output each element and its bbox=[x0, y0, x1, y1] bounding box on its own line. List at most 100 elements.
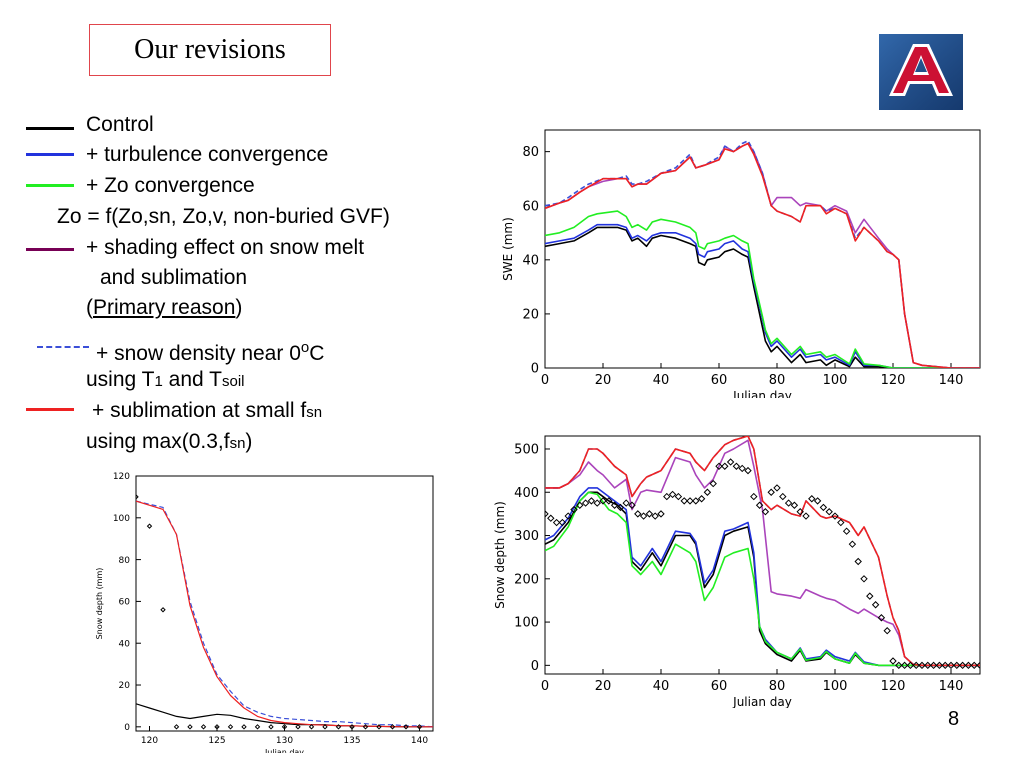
density-line2-sub1: 1 bbox=[154, 373, 163, 390]
y-axis-label: Snow depth (mm) bbox=[493, 501, 507, 609]
x-tick-label: 140 bbox=[939, 679, 964, 694]
sublim-sub: sn bbox=[306, 404, 323, 421]
observed-point bbox=[545, 510, 549, 518]
observed-point bbox=[362, 724, 369, 730]
snow-depth-zoom-chart: 120 125 130 135 140 0 20 40 60 80 100 120 Julian day… bbox=[90, 468, 445, 753]
x-tick-label: 120 bbox=[881, 679, 906, 694]
series-density-line bbox=[545, 436, 980, 667]
legend-item-shading: + shading effect on snow melt bbox=[86, 236, 365, 259]
observed-point bbox=[214, 724, 220, 730]
series-zo-line bbox=[545, 491, 980, 667]
observed-point bbox=[581, 499, 590, 507]
observed-point bbox=[295, 724, 301, 730]
series-observed bbox=[545, 458, 980, 670]
observed-point bbox=[587, 497, 596, 505]
observed-point bbox=[732, 462, 741, 470]
observed-point bbox=[819, 503, 828, 512]
y-tick-label: 40 bbox=[522, 253, 539, 268]
y-tick-label: 200 bbox=[514, 572, 539, 587]
observed-point bbox=[953, 661, 961, 670]
density-line2-b: and T bbox=[162, 368, 222, 391]
series-sublimation-line bbox=[136, 500, 433, 728]
observed-point bbox=[883, 627, 891, 635]
observed-point bbox=[976, 661, 980, 670]
legend-swatch-shading bbox=[26, 248, 74, 251]
observed-point bbox=[941, 661, 949, 670]
sublim-text-a: + sublimation at small f bbox=[92, 399, 307, 422]
density-text-a: + snow density near 0 bbox=[96, 342, 301, 365]
observed-point bbox=[738, 464, 746, 473]
observed-point bbox=[906, 661, 915, 670]
x-tick-label: 100 bbox=[823, 373, 848, 388]
legend-zo-formula: Zo = f(Zo,sn, Zo,v, non-buried GVF) bbox=[57, 205, 390, 228]
observed-point bbox=[558, 518, 567, 527]
legend-primary-reason: (Primary reason) bbox=[86, 295, 242, 321]
observed-point bbox=[616, 503, 625, 512]
density-line2-sub2: soil bbox=[222, 373, 245, 390]
observed-point bbox=[254, 724, 261, 730]
observed-point bbox=[663, 492, 671, 501]
plot-frame bbox=[544, 129, 981, 369]
observed-point bbox=[547, 514, 555, 522]
observed-point bbox=[160, 607, 166, 613]
observed-point bbox=[964, 661, 973, 670]
observed-point bbox=[610, 501, 619, 509]
legend-item-density-line2: using T1 and Tsoil bbox=[86, 367, 245, 393]
observed-point bbox=[552, 518, 561, 527]
slide-title: Our revisions bbox=[89, 24, 331, 76]
observed-point bbox=[570, 505, 578, 514]
y-tick-label: 400 bbox=[514, 486, 539, 501]
observed-point bbox=[136, 494, 139, 500]
y-tick-label: 20 bbox=[522, 307, 539, 322]
swe-chart: 0 20 40 60 80 100 120 140 0 20 40 60 80 Julian day SWE… bbox=[490, 118, 990, 398]
x-tick-label: 140 bbox=[411, 736, 428, 746]
observed-point bbox=[796, 508, 804, 516]
sublim-line2-sub: sn bbox=[229, 435, 246, 452]
observed-point bbox=[784, 499, 793, 507]
observed-point bbox=[808, 495, 816, 503]
y-tick-label: 40 bbox=[119, 639, 131, 649]
observed-point bbox=[709, 479, 717, 488]
observed-point bbox=[761, 508, 770, 516]
observed-point bbox=[895, 661, 903, 670]
legend-item-control: Control bbox=[86, 113, 154, 136]
x-tick-label: 60 bbox=[711, 373, 728, 388]
x-tick-label: 0 bbox=[541, 373, 549, 388]
primary-close: ) bbox=[235, 296, 243, 319]
observed-point bbox=[639, 512, 648, 520]
observed-point bbox=[715, 462, 723, 470]
legend-item-density: + snow density near 0oC bbox=[96, 335, 324, 365]
x-axis-label: Julian day bbox=[732, 389, 792, 398]
observed-point bbox=[173, 724, 180, 730]
observed-point bbox=[889, 657, 897, 665]
y-tick-label: 100 bbox=[514, 616, 539, 631]
legend-swatch-zo bbox=[26, 184, 74, 187]
observed-point bbox=[848, 540, 857, 548]
observed-point bbox=[634, 510, 642, 518]
observed-point bbox=[744, 466, 752, 475]
x-tick-label: 80 bbox=[769, 373, 786, 388]
observed-point bbox=[403, 724, 409, 730]
x-tick-label: 0 bbox=[541, 679, 549, 694]
observed-point bbox=[335, 724, 342, 730]
legend-item-shading-line2: and sublimation bbox=[100, 266, 248, 289]
x-tick-label: 100 bbox=[823, 679, 848, 694]
x-tick-label: 135 bbox=[343, 736, 360, 746]
observed-point bbox=[674, 492, 683, 501]
observed-point bbox=[146, 523, 153, 529]
observed-point bbox=[924, 661, 932, 670]
observed-point bbox=[871, 601, 880, 609]
series-sublimation-line bbox=[545, 436, 980, 667]
observed-point bbox=[773, 484, 781, 492]
observed-point bbox=[900, 661, 909, 670]
legend-swatch-control bbox=[26, 127, 74, 130]
x-tick-label: 120 bbox=[141, 736, 158, 746]
y-tick-label: 0 bbox=[124, 723, 130, 733]
observed-point bbox=[605, 497, 613, 505]
legend: Control + turbulence convergence + Zo co… bbox=[20, 111, 490, 461]
legend-item-zo: + Zo convergence bbox=[86, 174, 255, 197]
observed-point bbox=[958, 661, 967, 670]
y-tick-label: 60 bbox=[119, 598, 131, 608]
legend-swatch-sublimation bbox=[26, 408, 74, 411]
